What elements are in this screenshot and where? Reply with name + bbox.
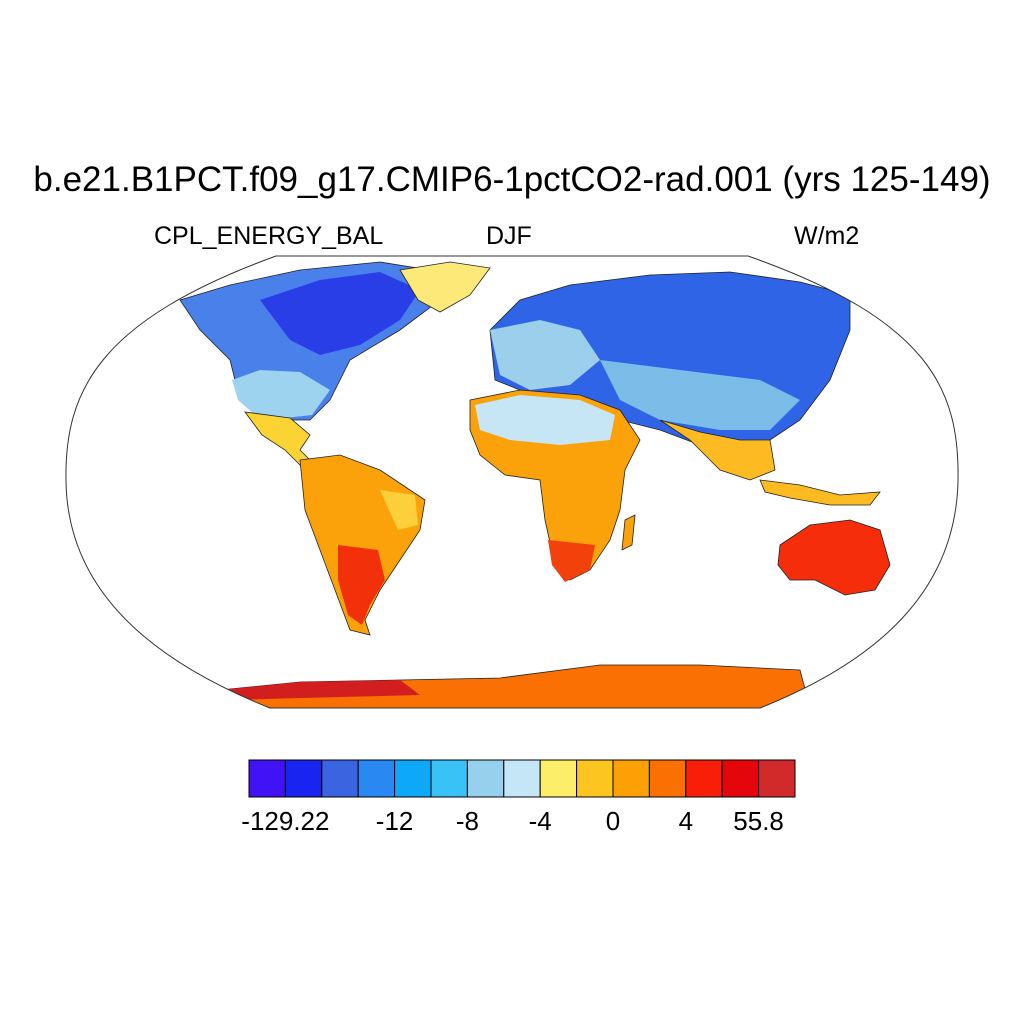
colorbar-cell — [612, 759, 650, 798]
colorbar-cell — [758, 759, 796, 798]
colorbar-label: -4 — [529, 806, 552, 836]
brazil-east-shape — [380, 490, 418, 530]
colorbar-label: 4 — [679, 806, 693, 836]
plot-title: b.e21.B1PCT.f09_g17.CMIP6-1pctCO2-rad.00… — [33, 160, 991, 199]
globe-outline — [65, 255, 959, 709]
canada-shape — [260, 272, 420, 355]
season-label: DJF — [486, 222, 532, 250]
india-southeast-asia-shape — [659, 419, 776, 481]
colorbar-cell — [539, 759, 578, 798]
colorbar-cell — [430, 759, 468, 798]
southern-africa-shape — [548, 540, 595, 582]
units-label: W/m2 — [794, 222, 860, 250]
colorbar-label: -129.22 — [241, 806, 329, 836]
colorbar-cell — [503, 759, 541, 798]
usa-shape — [232, 370, 330, 418]
colorbar-label: -12 — [376, 806, 414, 836]
south-america-south-shape — [338, 545, 385, 625]
europe-shape — [490, 320, 600, 390]
indonesia-shape — [759, 479, 881, 506]
colorbar-label: 55.8 — [733, 806, 784, 836]
variable-label: CPL_ENERGY_BAL — [154, 222, 384, 250]
land-fill-group — [179, 261, 891, 708]
greenland-shape — [399, 261, 491, 313]
colorbar-label: 0 — [606, 806, 620, 836]
sahara-shape — [475, 395, 615, 445]
colorbar-cell — [248, 759, 286, 798]
colorbar-cell — [357, 759, 396, 798]
colorbar-cell — [466, 759, 505, 798]
colorbar-cell — [685, 759, 723, 798]
colorbar-cell — [284, 759, 323, 798]
colorbar-cell — [394, 759, 432, 798]
colorbar-cell — [648, 759, 687, 798]
colorbar-cell — [576, 759, 614, 798]
colorbar-cell — [321, 759, 359, 798]
colorbar-cell — [721, 759, 760, 798]
antarctica-coast-shape — [220, 680, 420, 700]
madagascar-shape — [621, 514, 636, 551]
central-asia-shape — [600, 360, 800, 430]
colorbar-label: -8 — [456, 806, 479, 836]
australia-shape — [777, 519, 891, 596]
